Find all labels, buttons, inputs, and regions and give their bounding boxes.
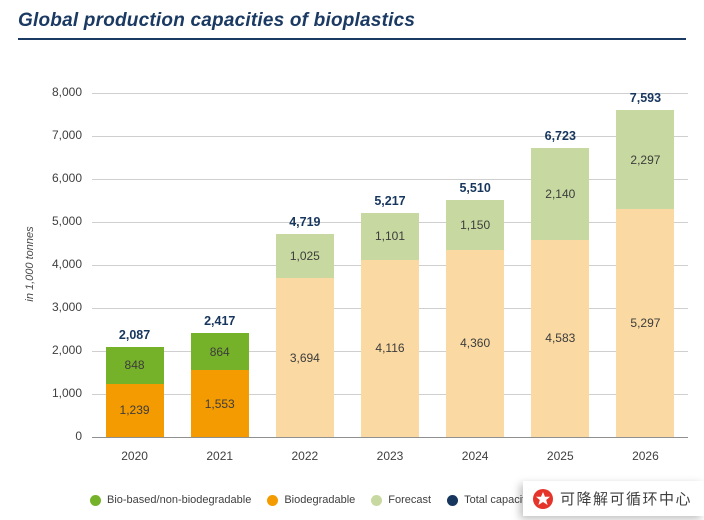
segment-value-label: 1,239 xyxy=(119,403,150,418)
y-tick-label: 1,000 xyxy=(51,386,82,400)
segment-value-label: 864 xyxy=(209,344,230,359)
bar-segment-biodegradable: 1,553 xyxy=(190,370,249,437)
segment-value-label: 4,116 xyxy=(375,341,405,356)
legend-marker xyxy=(267,494,279,506)
x-tick-label: 2020 xyxy=(121,449,148,463)
legend-label: Bio-based/non-biodegradable xyxy=(107,494,252,506)
bar-segment-biobased: 864 xyxy=(190,333,249,371)
x-tick-label: 2021 xyxy=(206,449,234,463)
y-tick-label: 5,000 xyxy=(51,214,82,228)
bar-segment-biodegradable: 4,360 xyxy=(446,249,505,437)
legend-marker xyxy=(447,494,459,506)
x-tick-label: 2022 xyxy=(291,449,319,463)
bar-segment-biodegradable: 5,297 xyxy=(616,209,675,437)
bar-segment-biobased: 1,150 xyxy=(446,200,505,250)
legend-item: Total capacity xyxy=(447,494,531,506)
gridline xyxy=(92,136,688,137)
x-axis-line xyxy=(92,437,688,438)
y-tick-label: 8,000 xyxy=(51,85,82,99)
y-tick-label: 0 xyxy=(75,429,82,443)
watermark-text: 可降解可循环中心 xyxy=(559,491,692,508)
bar-segment-biobased: 2,297 xyxy=(616,110,675,210)
legend-item: Bio-based/non-biodegradable xyxy=(90,494,251,506)
total-capacity-label: 7,593 xyxy=(629,91,662,106)
segment-value-label: 4,360 xyxy=(460,336,491,351)
segment-value-label: 5,297 xyxy=(630,316,661,331)
bar-segment-biobased: 1,025 xyxy=(275,234,334,279)
total-capacity-label: 5,510 xyxy=(459,181,491,196)
legend-label: Biodegradable xyxy=(284,494,356,506)
watermark: 可降解可循环中心 xyxy=(522,481,704,516)
legend-label: Forecast xyxy=(388,494,432,506)
title-divider xyxy=(18,38,686,40)
bar-segment-biodegradable: 1,239 xyxy=(105,383,164,437)
legend-item: Biodegradable xyxy=(267,494,355,506)
y-tick-label: 7,000 xyxy=(51,128,82,142)
segment-value-label: 4,583 xyxy=(545,331,576,346)
total-capacity-label: 2,087 xyxy=(118,328,151,343)
segment-value-label: 2,297 xyxy=(630,152,661,167)
segment-value-label: 848 xyxy=(124,358,145,373)
watermark-logo-icon xyxy=(532,488,553,509)
plot-area: 1,239 848 1,553 864 3,694 1,025 4,116 1,101 4,36… xyxy=(92,93,688,438)
bar-segment-biobased: 1,101 xyxy=(361,212,419,260)
y-tick-label: 3,000 xyxy=(51,300,82,314)
bar-segment-biodegradable: 3,694 xyxy=(275,278,334,437)
legend: Bio-based/non-biodegradable Biodegradable… xyxy=(90,494,531,506)
x-tick-label: 2026 xyxy=(632,449,659,463)
y-tick-label: 2,000 xyxy=(51,343,82,357)
y-tick-label: 6,000 xyxy=(51,171,82,185)
segment-value-label: 1,150 xyxy=(460,217,491,232)
segment-value-label: 1,025 xyxy=(289,249,320,264)
bar-segment-biobased: 848 xyxy=(105,347,164,384)
legend-item: Forecast xyxy=(371,494,431,506)
legend-label: Total capacity xyxy=(464,494,531,506)
x-tick-label: 2023 xyxy=(376,449,404,463)
segment-value-label: 1,553 xyxy=(204,396,235,411)
x-tick-label: 2024 xyxy=(461,449,489,463)
chart-title: Global production capacities of bioplast… xyxy=(18,10,416,31)
y-tick-label: 4,000 xyxy=(51,257,82,271)
legend-marker xyxy=(371,494,383,506)
bar-segment-biodegradable: 4,583 xyxy=(531,239,590,437)
total-capacity-label: 2,417 xyxy=(204,314,236,329)
segment-value-label: 2,140 xyxy=(545,186,576,201)
total-capacity-label: 6,723 xyxy=(544,128,576,143)
bar-segment-biodegradable: 4,116 xyxy=(361,260,419,437)
legend-marker xyxy=(90,494,101,506)
gridline xyxy=(92,179,688,180)
x-tick-label: 2025 xyxy=(546,449,574,463)
gridline xyxy=(92,93,688,94)
total-capacity-label: 4,719 xyxy=(289,215,321,230)
bar-segment-biobased: 2,140 xyxy=(531,147,590,240)
segment-value-label: 3,694 xyxy=(289,350,320,365)
total-capacity-label: 5,217 xyxy=(374,193,406,208)
segment-value-label: 1,101 xyxy=(374,229,406,244)
